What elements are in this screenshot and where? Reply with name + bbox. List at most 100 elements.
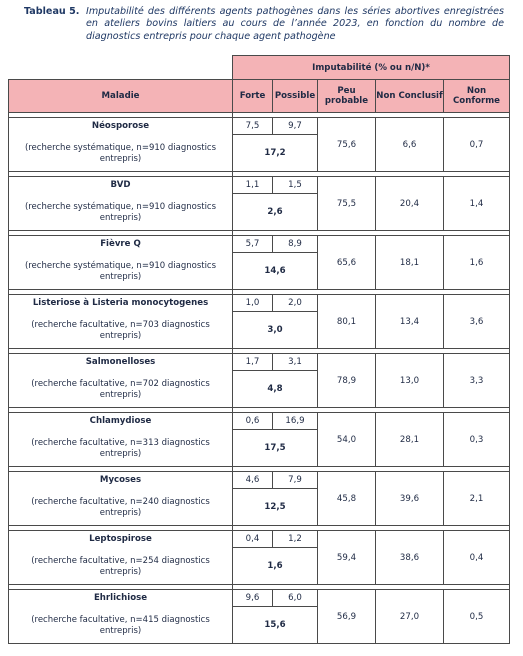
table-row: Salmonelloses (recherche facultative, n=7…	[8, 353, 510, 408]
disease-cell: Salmonelloses (recherche facultative, n=7…	[8, 353, 233, 408]
value-forte: 0,6	[232, 412, 273, 430]
disease-name: BVD	[110, 180, 131, 190]
value-peu-probable: 78,9	[317, 353, 376, 408]
disease-description: (recherche facultative, n=703 diagnostic…	[31, 320, 210, 341]
disease-name: Chlamydiose	[89, 416, 152, 426]
value-forte: 1,7	[232, 353, 273, 371]
value-non-conclusif: 18,1	[375, 235, 444, 290]
value-non-conforme: 1,6	[443, 235, 510, 290]
value-non-conforme: 3,6	[443, 294, 510, 349]
disease-cell: Ehrlichiose (recherche facultative, n=415…	[8, 589, 233, 644]
value-total-forte-possible: 1,6	[232, 547, 318, 585]
value-non-conclusif: 6,6	[375, 117, 444, 172]
table-row: Néosporose (recherche systématique, n=910…	[8, 117, 510, 172]
value-possible: 16,9	[272, 412, 318, 430]
disease-cell: Listeriose à Listeria monocytogenes (rech…	[8, 294, 233, 349]
value-total-forte-possible: 12,5	[232, 488, 318, 526]
disease-cell: Leptospirose (recherche facultative, n=25…	[8, 530, 233, 585]
value-forte: 4,6	[232, 471, 273, 489]
disease-description: (recherche facultative, n=313 diagnostic…	[31, 438, 210, 459]
value-possible: 2,0	[272, 294, 318, 312]
table-row: BVD (recherche systématique, n=910 diagno…	[8, 176, 510, 231]
value-non-conclusif: 28,1	[375, 412, 444, 467]
disease-description: (recherche systématique, n=910 diagnosti…	[24, 261, 217, 282]
value-non-conclusif: 13,0	[375, 353, 444, 408]
disease-name: Néosporose	[91, 121, 150, 131]
disease-name: Listeriose à Listeria monocytogenes	[32, 298, 209, 308]
value-forte: 1,1	[232, 176, 273, 194]
disease-description: (recherche systématique, n=910 diagnosti…	[24, 202, 217, 223]
value-possible: 8,9	[272, 235, 318, 253]
disease-cell: Mycoses (recherche facultative, n=240 dia…	[8, 471, 233, 526]
value-non-conclusif: 38,6	[375, 530, 444, 585]
disease-description: (recherche facultative, n=702 diagnostic…	[31, 379, 210, 400]
value-non-conforme: 3,3	[443, 353, 510, 408]
table-row: Listeriose à Listeria monocytogenes (rech…	[8, 294, 510, 349]
disease-name: Ehrlichiose	[93, 593, 148, 603]
header-imputabilite: Imputabilité (% ou n/N)*	[232, 55, 510, 80]
value-peu-probable: 45,8	[317, 471, 376, 526]
value-possible: 7,9	[272, 471, 318, 489]
disease-cell: Néosporose (recherche systématique, n=910…	[8, 117, 233, 172]
table-row: Leptospirose (recherche facultative, n=25…	[8, 530, 510, 585]
value-peu-probable: 56,9	[317, 589, 376, 644]
header-non-conclusif: Non Conclusif	[375, 79, 444, 113]
table-caption: Tableau 5. Imputabilité des différents a…	[24, 6, 504, 43]
imputability-table: Imputabilité (% ou n/N)* Maladie Forte P…	[8, 55, 510, 644]
value-possible: 9,7	[272, 117, 318, 135]
value-total-forte-possible: 17,5	[232, 429, 318, 467]
value-total-forte-possible: 2,6	[232, 193, 318, 231]
value-possible: 3,1	[272, 353, 318, 371]
value-non-conforme: 0,4	[443, 530, 510, 585]
value-non-conforme: 1,4	[443, 176, 510, 231]
disease-cell: Chlamydiose (recherche facultative, n=313…	[8, 412, 233, 467]
header-peu-probable: Peu probable	[317, 79, 376, 113]
table-row: Mycoses (recherche facultative, n=240 dia…	[8, 471, 510, 526]
table-row: Ehrlichiose (recherche facultative, n=415…	[8, 589, 510, 644]
header-non-conforme: Non Conforme	[443, 79, 510, 113]
value-forte: 1,0	[232, 294, 273, 312]
table-row: Chlamydiose (recherche facultative, n=313…	[8, 412, 510, 467]
disease-cell: Fièvre Q (recherche systématique, n=910 d…	[8, 235, 233, 290]
value-peu-probable: 59,4	[317, 530, 376, 585]
value-non-conforme: 2,1	[443, 471, 510, 526]
disease-name: Leptospirose	[89, 534, 152, 544]
value-forte: 7,5	[232, 117, 273, 135]
caption-text: Imputabilité des différents agents patho…	[86, 6, 504, 42]
value-non-conforme: 0,5	[443, 589, 510, 644]
value-total-forte-possible: 15,6	[232, 606, 318, 644]
value-non-conforme: 0,7	[443, 117, 510, 172]
value-peu-probable: 75,5	[317, 176, 376, 231]
value-peu-probable: 65,6	[317, 235, 376, 290]
value-peu-probable: 54,0	[317, 412, 376, 467]
disease-description: (recherche facultative, n=254 diagnostic…	[31, 556, 210, 577]
caption-label: Tableau 5.	[24, 6, 80, 17]
value-non-conforme: 0,3	[443, 412, 510, 467]
value-non-conclusif: 13,4	[375, 294, 444, 349]
header-forte: Forte	[232, 79, 273, 113]
value-total-forte-possible: 4,8	[232, 370, 318, 408]
disease-description: (recherche facultative, n=415 diagnostic…	[31, 615, 210, 636]
value-non-conclusif: 39,6	[375, 471, 444, 526]
table-row: Fièvre Q (recherche systématique, n=910 d…	[8, 235, 510, 290]
disease-description: (recherche systématique, n=910 diagnosti…	[24, 143, 217, 164]
disease-name: Fièvre Q	[100, 239, 141, 249]
value-total-forte-possible: 17,2	[232, 134, 318, 172]
value-forte: 5,7	[232, 235, 273, 253]
disease-name: Mycoses	[99, 475, 142, 485]
value-possible: 1,2	[272, 530, 318, 548]
header-maladie: Maladie	[8, 79, 233, 113]
value-peu-probable: 80,1	[317, 294, 376, 349]
value-non-conclusif: 27,0	[375, 589, 444, 644]
value-forte: 9,6	[232, 589, 273, 607]
disease-name: Salmonelloses	[85, 357, 156, 367]
value-total-forte-possible: 14,6	[232, 252, 318, 290]
value-total-forte-possible: 3,0	[232, 311, 318, 349]
value-possible: 1,5	[272, 176, 318, 194]
value-peu-probable: 75,6	[317, 117, 376, 172]
disease-description: (recherche facultative, n=240 diagnostic…	[31, 497, 210, 518]
header-possible: Possible	[272, 79, 318, 113]
value-possible: 6,0	[272, 589, 318, 607]
disease-cell: BVD (recherche systématique, n=910 diagno…	[8, 176, 233, 231]
value-forte: 0,4	[232, 530, 273, 548]
